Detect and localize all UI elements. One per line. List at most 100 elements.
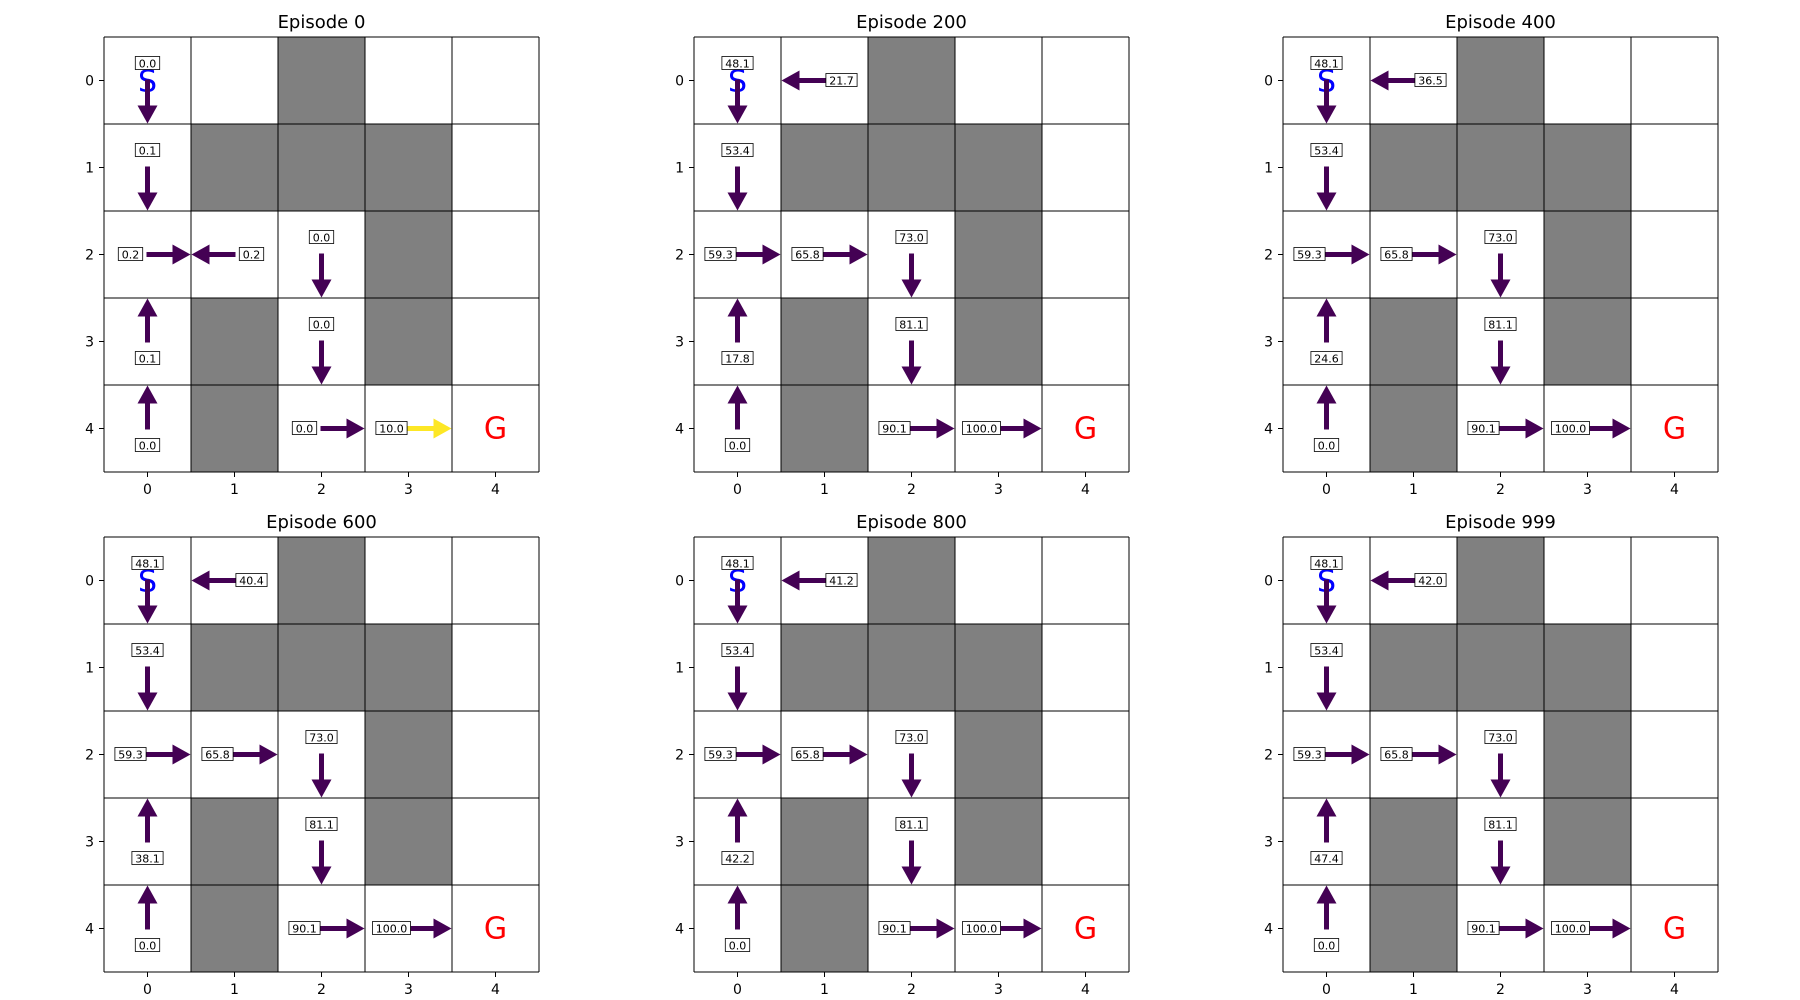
arrow-head bbox=[1023, 918, 1042, 939]
arrow-head bbox=[849, 244, 868, 265]
value-box bbox=[1551, 421, 1590, 435]
policy-arrow bbox=[736, 244, 781, 265]
value-text: 48.1 bbox=[725, 558, 750, 571]
y-tick-label: 4 bbox=[1264, 922, 1273, 938]
value-box bbox=[724, 938, 751, 952]
value-text: 90.1 bbox=[882, 923, 907, 936]
arrow-head bbox=[191, 244, 210, 265]
value-text: 59.3 bbox=[1297, 249, 1322, 262]
value-text: 48.1 bbox=[1314, 558, 1339, 571]
policy-arrow bbox=[901, 253, 922, 298]
value-box bbox=[134, 56, 161, 70]
wall-cell bbox=[781, 624, 868, 711]
arrow-head bbox=[346, 918, 365, 939]
policy-arrow bbox=[823, 744, 868, 765]
q-value-label: 48.1 bbox=[1310, 556, 1343, 571]
wall-cell bbox=[1544, 798, 1631, 885]
q-value-label: 0.1 bbox=[134, 143, 161, 158]
y-tick-label: 1 bbox=[675, 161, 684, 177]
goal-marker: G bbox=[1663, 912, 1686, 947]
value-text: 53.4 bbox=[725, 145, 750, 158]
arrow-head bbox=[191, 570, 210, 591]
value-text: 38.1 bbox=[135, 853, 160, 866]
arrow-head bbox=[1525, 418, 1544, 439]
q-value-label: 81.1 bbox=[1484, 817, 1517, 832]
q-value-label: 90.1 bbox=[878, 421, 911, 436]
y-tick-label: 1 bbox=[85, 661, 94, 677]
q-value-label: 10.0 bbox=[375, 421, 408, 436]
value-text: 73.0 bbox=[1488, 732, 1513, 745]
policy-arrow bbox=[1316, 798, 1337, 843]
value-box bbox=[1484, 817, 1517, 831]
q-value-label: 48.1 bbox=[1310, 56, 1343, 71]
wall-cell bbox=[1544, 711, 1631, 798]
wall-cell bbox=[278, 624, 365, 711]
value-box bbox=[117, 247, 144, 261]
policy-arrow bbox=[781, 70, 826, 91]
wall-cell bbox=[868, 124, 955, 211]
wall-cell bbox=[1370, 385, 1457, 472]
policy-arrow bbox=[407, 918, 452, 939]
y-tick-label: 0 bbox=[85, 74, 94, 90]
policy-arrow bbox=[727, 385, 748, 430]
policy-arrow bbox=[781, 570, 826, 591]
x-tick-label: 2 bbox=[317, 982, 326, 998]
value-box bbox=[1313, 938, 1340, 952]
q-value-label: 0.0 bbox=[308, 317, 335, 332]
value-text: 0.2 bbox=[122, 249, 140, 262]
wall-cell bbox=[365, 211, 452, 298]
panel-title: Episode 800 bbox=[856, 512, 967, 533]
policy-arrow bbox=[1412, 244, 1457, 265]
value-text: 81.1 bbox=[899, 819, 924, 832]
wall-cell bbox=[1457, 624, 1544, 711]
goal-marker: G bbox=[1074, 412, 1097, 447]
policy-arrow bbox=[727, 798, 748, 843]
value-box bbox=[131, 851, 164, 865]
wall-cell bbox=[191, 385, 278, 472]
arrow-head bbox=[1370, 70, 1389, 91]
q-value-label: 0.0 bbox=[1313, 938, 1340, 953]
x-tick-label: 0 bbox=[733, 482, 742, 498]
value-box bbox=[1380, 247, 1413, 261]
wall-cell bbox=[1544, 124, 1631, 211]
arrow-head bbox=[259, 744, 278, 765]
x-tick-label: 1 bbox=[1409, 982, 1418, 998]
policy-arrow bbox=[727, 579, 748, 624]
wall-cell bbox=[781, 885, 868, 972]
arrow-head bbox=[311, 366, 332, 385]
arrow-head bbox=[137, 605, 158, 624]
policy-arrow bbox=[137, 666, 158, 711]
arrow-head bbox=[137, 692, 158, 711]
value-box bbox=[308, 230, 335, 244]
policy-arrow bbox=[137, 79, 158, 124]
value-text: 0.0 bbox=[729, 940, 747, 953]
policy-arrow bbox=[1316, 666, 1337, 711]
arrow-head bbox=[727, 605, 748, 624]
q-value-label: 48.1 bbox=[721, 56, 754, 71]
panel-title: Episode 400 bbox=[1445, 12, 1556, 33]
arrow-head bbox=[1316, 605, 1337, 624]
policy-arrow bbox=[137, 298, 158, 343]
q-value-label: 53.4 bbox=[131, 643, 164, 658]
policy-arrow bbox=[727, 166, 748, 211]
q-value-label: 90.1 bbox=[288, 921, 321, 936]
wall-cell bbox=[868, 537, 955, 624]
value-box bbox=[721, 643, 754, 657]
wall-cell bbox=[191, 798, 278, 885]
value-box bbox=[134, 438, 161, 452]
policy-arrow bbox=[997, 418, 1042, 439]
arrow-head bbox=[433, 918, 452, 939]
q-value-label: 59.3 bbox=[1293, 247, 1326, 262]
arrow-head bbox=[901, 779, 922, 798]
q-value-label: 59.3 bbox=[114, 747, 147, 762]
wall-cell bbox=[1370, 124, 1457, 211]
x-tick-label: 4 bbox=[491, 982, 500, 998]
q-value-label: 21.7 bbox=[825, 73, 858, 88]
q-value-label: 0.0 bbox=[724, 438, 751, 453]
policy-arrow bbox=[1586, 418, 1631, 439]
value-box bbox=[134, 143, 161, 157]
policy-arrow bbox=[320, 918, 365, 939]
q-value-label: 81.1 bbox=[1484, 317, 1517, 332]
arrow-head bbox=[1351, 244, 1370, 265]
value-box bbox=[895, 730, 928, 744]
